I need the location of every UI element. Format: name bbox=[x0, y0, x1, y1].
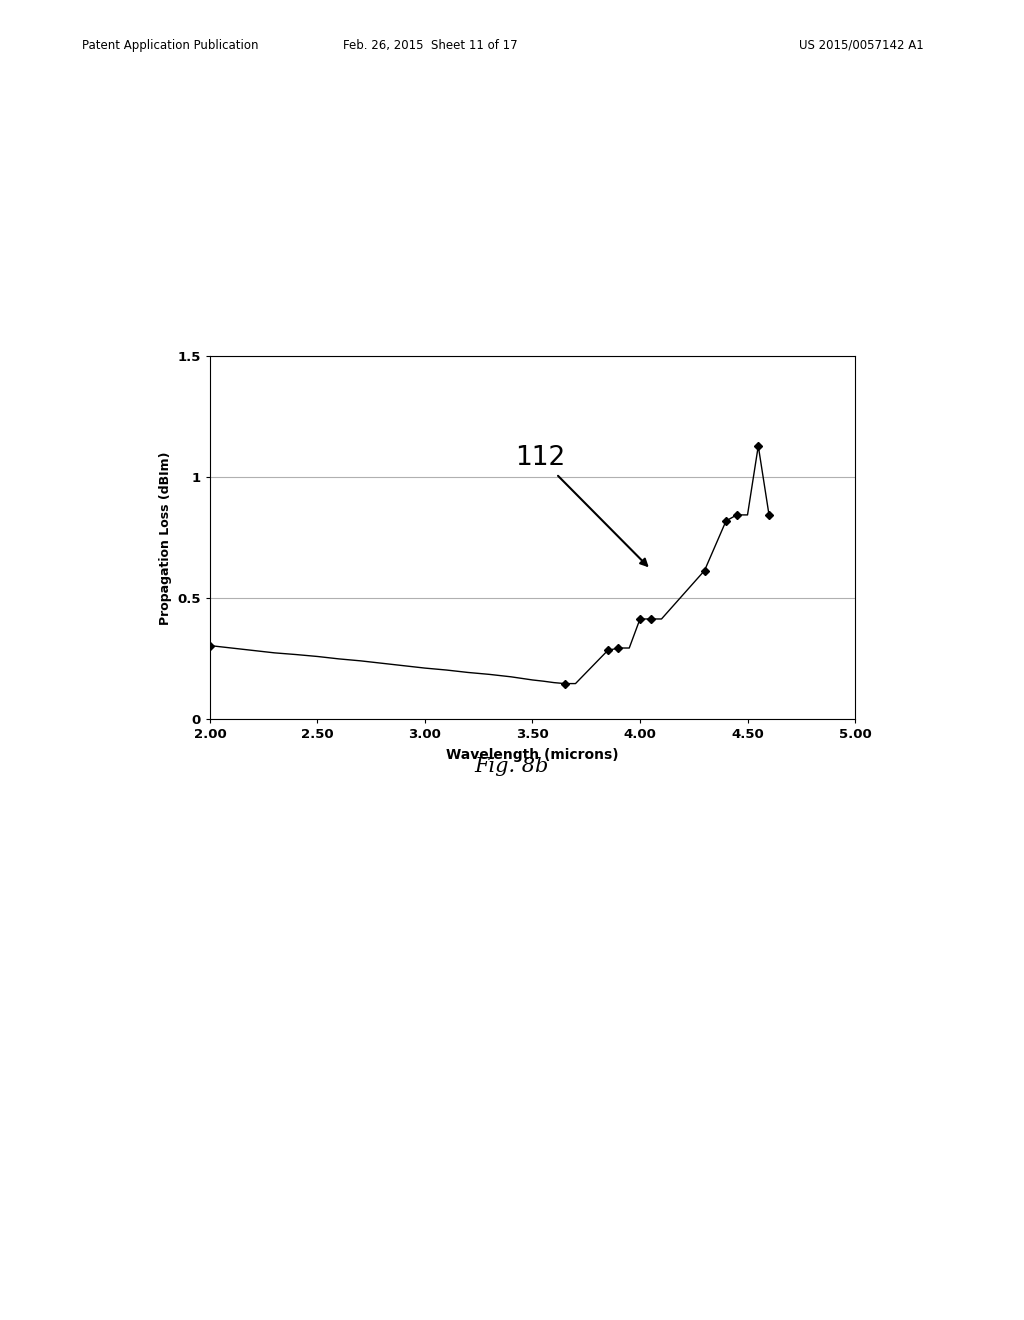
Text: Patent Application Publication: Patent Application Publication bbox=[82, 38, 258, 51]
X-axis label: Wavelength (microns): Wavelength (microns) bbox=[446, 748, 618, 763]
Text: Feb. 26, 2015  Sheet 11 of 17: Feb. 26, 2015 Sheet 11 of 17 bbox=[343, 38, 517, 51]
Text: US 2015/0057142 A1: US 2015/0057142 A1 bbox=[799, 38, 924, 51]
Y-axis label: Propagation Loss (dBIm): Propagation Loss (dBIm) bbox=[159, 451, 172, 624]
Text: 112: 112 bbox=[515, 445, 647, 566]
Text: Fig. 8b: Fig. 8b bbox=[475, 758, 549, 776]
